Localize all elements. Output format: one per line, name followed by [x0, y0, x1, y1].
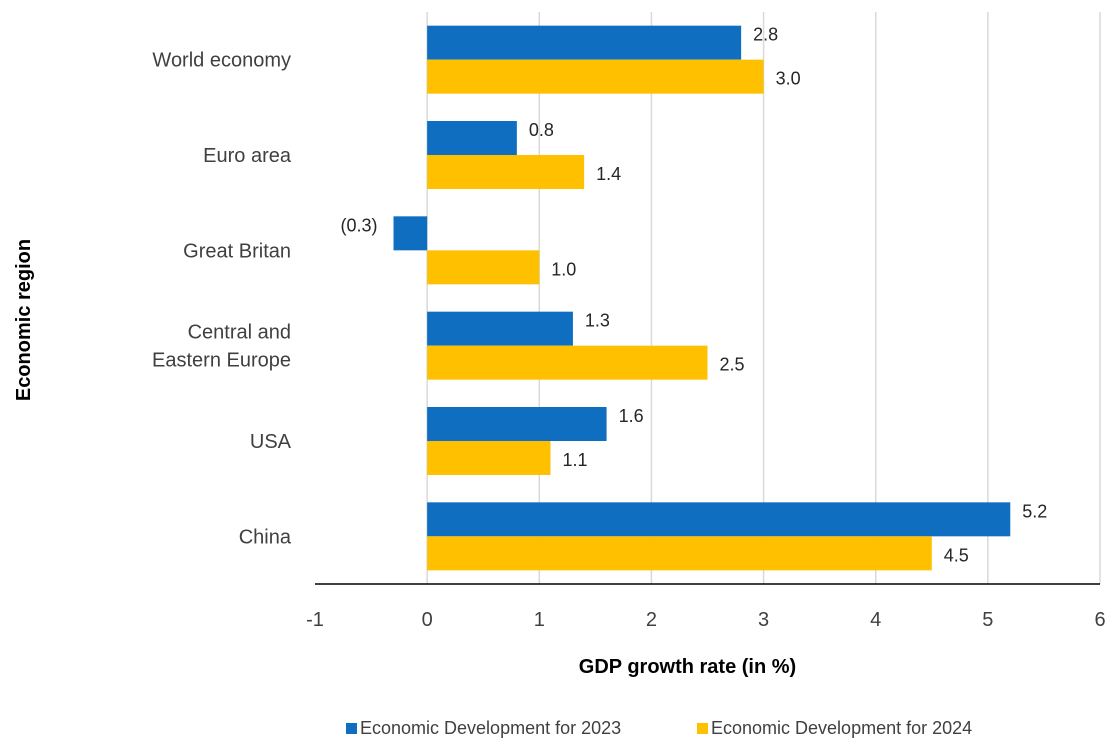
bar-2023	[427, 25, 742, 60]
bars	[393, 25, 1011, 571]
bar-2024	[427, 536, 932, 571]
legend-swatch	[346, 723, 357, 734]
data-label: 2.8	[753, 25, 778, 45]
data-label: 1.6	[619, 406, 644, 426]
category-label-line: World economy	[152, 50, 291, 72]
bar-2024	[427, 250, 540, 285]
category-label: Great Britan	[183, 240, 291, 262]
data-label: 0.8	[529, 120, 554, 140]
category-label-line: USA	[250, 431, 292, 453]
gridlines	[426, 12, 1101, 584]
x-axis-title: GDP growth rate (in %)	[579, 656, 796, 678]
bar-2024	[427, 155, 585, 189]
bar-2023	[427, 311, 573, 346]
data-labels: 2.8 3.0 0.8 1.4 (0.3) 1.0 1.3 2.5 1.6 1.1 5.2 4.5	[340, 25, 1047, 566]
legend-label: Economic Development for 2023	[360, 718, 621, 738]
category-label-line: Eastern Europe	[152, 350, 291, 372]
x-tick-label: 0	[422, 609, 433, 631]
legend-swatch	[697, 723, 708, 734]
category-label-line: Great Britan	[183, 240, 291, 262]
data-label: 4.5	[944, 545, 969, 565]
y-axis-title: Economic region	[13, 239, 35, 401]
bar-2023	[393, 216, 428, 251]
bar-2023	[427, 407, 607, 441]
category-label: Euro area	[203, 145, 292, 167]
data-label: 1.4	[596, 164, 621, 184]
category-label: USA	[250, 431, 292, 453]
bar-2024	[427, 59, 764, 94]
x-tick-label: 2	[646, 609, 657, 631]
category-label-line: China	[239, 526, 292, 548]
x-tick-label: 4	[870, 609, 881, 631]
data-label: (0.3)	[340, 215, 377, 235]
data-label: 2.5	[720, 355, 745, 375]
category-label-line: Central and	[188, 322, 291, 344]
x-tick-label: 5	[982, 609, 993, 631]
category-label: China	[239, 526, 292, 548]
data-label: 1.3	[585, 311, 610, 331]
category-label: Central and Eastern Europe	[152, 322, 291, 372]
x-tick-label: 6	[1094, 609, 1105, 631]
category-label: World economy	[152, 50, 291, 72]
legend-label: Economic Development for 2024	[711, 718, 972, 738]
category-label-line: Euro area	[203, 145, 292, 167]
bar-2023	[427, 502, 1011, 537]
data-label: 1.0	[551, 259, 576, 279]
bar-2024	[427, 441, 551, 475]
x-tick-labels: -1 0 1 2 3 4 5 6	[306, 609, 1105, 631]
x-tick-label: 1	[534, 609, 545, 631]
data-label: 3.0	[776, 69, 801, 89]
x-tick-label: -1	[306, 609, 324, 631]
data-label: 1.1	[563, 450, 588, 470]
bar-2023	[427, 121, 517, 155]
bar-2024	[427, 345, 708, 380]
category-labels: World economy Euro area Great Britan Centra…	[152, 50, 292, 549]
legend: Economic Development for 2023 Economic De…	[346, 718, 972, 738]
x-tick-label: 3	[758, 609, 769, 631]
data-label: 5.2	[1022, 501, 1047, 521]
